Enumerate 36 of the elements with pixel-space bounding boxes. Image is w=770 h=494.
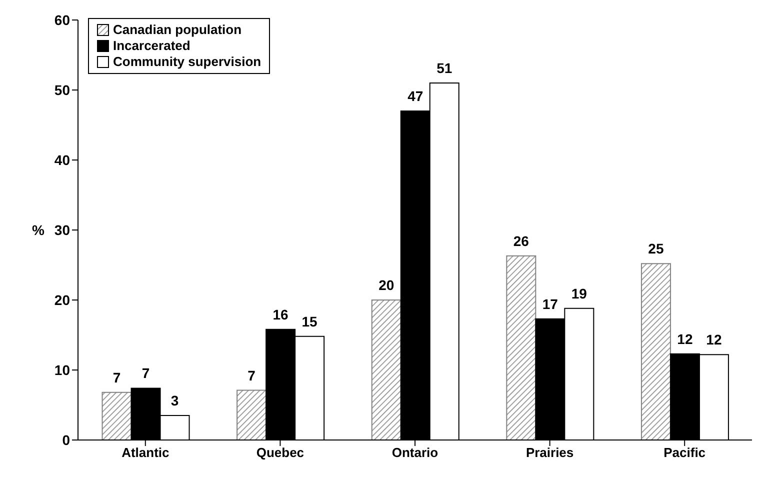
data-label: 16 xyxy=(272,306,289,322)
data-label: 26 xyxy=(513,232,530,249)
data-label: 3 xyxy=(170,392,179,408)
bar xyxy=(236,390,267,440)
x-tick-label: Ontario xyxy=(392,445,438,460)
y-tick-label: 60 xyxy=(54,12,70,28)
y-tick-label: 50 xyxy=(54,82,70,98)
y-tick-label: 40 xyxy=(54,152,70,168)
bar xyxy=(640,263,671,440)
bar xyxy=(102,392,132,440)
data-label: 7 xyxy=(112,369,121,386)
data-label: 20 xyxy=(378,277,394,293)
x-tick-label: Quebec xyxy=(256,445,304,460)
y-axis-title: % xyxy=(32,222,45,238)
data-label: 7 xyxy=(142,365,150,382)
legend-label: Community supervision xyxy=(113,54,262,70)
bar xyxy=(371,300,402,440)
x-tick-label: Prairies xyxy=(526,445,574,460)
bar xyxy=(506,255,536,440)
y-tick-label: 30 xyxy=(54,222,70,238)
data-label: 7 xyxy=(248,367,256,384)
data-label: 15 xyxy=(302,313,318,330)
data-label: 51 xyxy=(436,60,452,76)
y-tick-label: 0 xyxy=(62,432,70,448)
data-label: 17 xyxy=(542,296,558,312)
data-label: 25 xyxy=(648,240,664,257)
y-tick-label: 20 xyxy=(54,292,70,308)
data-label: 12 xyxy=(677,330,693,347)
data-label: 12 xyxy=(706,332,722,348)
data-label: 47 xyxy=(408,88,424,104)
x-tick-label: Pacific xyxy=(664,445,706,460)
x-tick-label: Atlantic xyxy=(122,445,170,460)
y-tick-label: 10 xyxy=(54,362,70,378)
legend-label: Canadian population xyxy=(113,22,242,38)
legend-label: Incarcerated xyxy=(113,38,190,54)
data-label: 19 xyxy=(571,285,588,302)
